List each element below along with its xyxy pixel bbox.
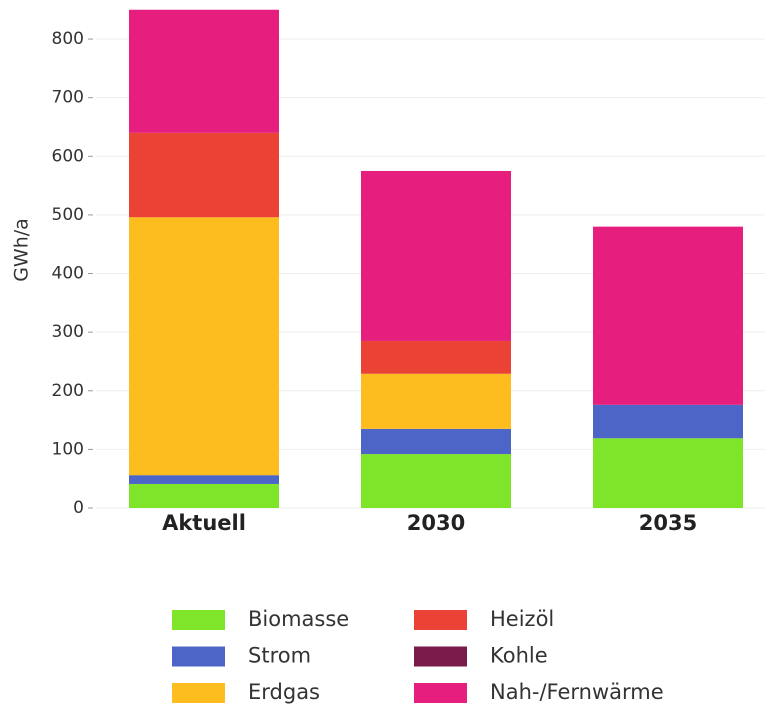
bar-segment	[129, 483, 279, 508]
y-tick-label: 200	[52, 381, 84, 401]
legend-label: Nah-/Fernwärme	[490, 680, 664, 704]
y-tick-label: 500	[52, 205, 84, 225]
legend-swatch	[414, 610, 467, 630]
y-tick-label: 700	[52, 88, 84, 108]
bar-segment	[129, 475, 279, 484]
y-tick-label: 300	[52, 322, 84, 342]
x-tick-label: 2035	[639, 511, 697, 535]
bar-segment	[593, 226, 743, 405]
x-tick-label: Aktuell	[162, 511, 246, 535]
y-tick-label: 600	[52, 146, 84, 166]
y-axis-label: GWh/a	[11, 218, 33, 282]
legend-swatch	[414, 646, 467, 667]
y-tick-label: 0	[73, 498, 84, 518]
y-tick-label: 800	[52, 29, 84, 49]
legend-label: Kohle	[490, 644, 548, 668]
bar-segment	[129, 9, 279, 133]
bar-segment	[361, 340, 511, 374]
legend-label: Erdgas	[248, 680, 320, 704]
bar-segment	[129, 217, 279, 476]
bar-segment	[361, 373, 511, 429]
y-tick-label: 100	[52, 439, 84, 459]
legend-label: Heizöl	[490, 607, 554, 631]
bar-segment	[129, 132, 279, 218]
bar-segment	[361, 428, 511, 455]
bar-segment	[593, 404, 743, 439]
legend-swatch	[172, 683, 225, 703]
bar-segment	[593, 438, 743, 508]
bar-segment	[361, 170, 511, 341]
legend-swatch	[414, 683, 467, 703]
legend-label: Strom	[248, 644, 311, 668]
legend-label: Biomasse	[248, 607, 349, 631]
y-tick-label: 400	[52, 264, 84, 284]
bar-segment	[361, 454, 511, 508]
legend-swatch	[172, 610, 225, 630]
legend-swatch	[172, 646, 225, 667]
x-tick-label: 2030	[407, 511, 465, 535]
